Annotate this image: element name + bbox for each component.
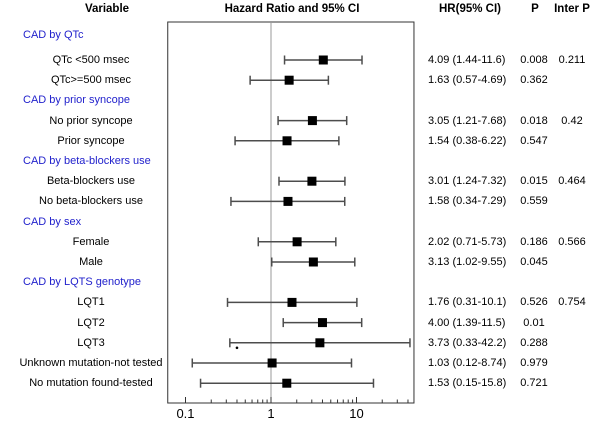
item-row-label: Prior syncope bbox=[57, 134, 125, 147]
p-value: 0.015 bbox=[520, 175, 548, 188]
item-row-label: LQT2 bbox=[77, 316, 105, 329]
hr-marker bbox=[267, 358, 277, 368]
hr-marker bbox=[307, 116, 317, 126]
p-value: 0.01 bbox=[523, 316, 545, 329]
hr-marker bbox=[282, 136, 292, 146]
inter-p-value: 0.464 bbox=[558, 175, 586, 188]
hr-ci-value: 1.53 (0.15-15.8) bbox=[428, 377, 507, 390]
hr-ci-value: 1.63 (0.57-4.69) bbox=[428, 74, 507, 87]
item-row-label: Male bbox=[79, 256, 103, 268]
category-row-label: CAD by sex bbox=[23, 215, 82, 228]
hr-ci-value: 3.13 (1.02-9.55) bbox=[428, 256, 507, 268]
p-value: 0.547 bbox=[520, 134, 548, 147]
hr-ci-value: 2.02 (0.71-5.73) bbox=[428, 235, 507, 248]
category-row-label: CAD by prior syncope bbox=[23, 94, 130, 107]
hr-ci-value: 4.00 (1.39-11.5) bbox=[428, 316, 506, 329]
item-row-label: QTc <500 msec bbox=[52, 54, 130, 66]
hr-column-header: HR(95% CI) bbox=[439, 3, 501, 15]
p-value: 0.045 bbox=[520, 256, 548, 268]
category-row-label: CAD by beta-blockers use bbox=[23, 155, 151, 167]
item-row-label: No prior syncope bbox=[49, 114, 133, 127]
p-value: 0.526 bbox=[520, 296, 548, 309]
hr-marker bbox=[284, 75, 294, 85]
item-row-label: LQT3 bbox=[77, 336, 105, 349]
p-value: 0.186 bbox=[520, 235, 548, 248]
hr-marker bbox=[283, 196, 293, 206]
p-value: 0.721 bbox=[520, 377, 548, 390]
item-row-label: LQT1 bbox=[77, 296, 105, 309]
x-tick-label: 0.1 bbox=[176, 406, 195, 421]
p-column-header: P bbox=[531, 3, 539, 15]
hr-ci-value: 1.58 (0.34-7.29) bbox=[428, 195, 507, 208]
category-row-label: CAD by QTc bbox=[23, 29, 84, 41]
hr-ci-value: 3.05 (1.21-7.68) bbox=[428, 114, 507, 127]
p-value: 0.008 bbox=[520, 54, 548, 66]
hr-ci-value: 1.54 (0.38-6.22) bbox=[428, 134, 507, 147]
plot-column-header: Hazard Ratio and 95% CI bbox=[224, 3, 360, 15]
item-row-label: Beta-blockers use bbox=[46, 175, 136, 188]
inter-p-value: 0.42 bbox=[561, 114, 583, 127]
plot-frame bbox=[167, 21, 415, 404]
hr-marker bbox=[307, 176, 317, 186]
category-row-label: CAD by LQTS genotype bbox=[23, 276, 142, 289]
p-value: 0.288 bbox=[520, 336, 548, 349]
item-row-label: Female bbox=[72, 235, 110, 248]
p-value: 0.979 bbox=[520, 357, 548, 369]
inter-p-value: 0.754 bbox=[558, 296, 586, 309]
p-value: 0.018 bbox=[520, 114, 548, 127]
hr-ci-value: 1.03 (0.12-8.74) bbox=[428, 357, 507, 369]
stray-dot bbox=[235, 346, 239, 350]
item-row-label: Unknown mutation-not tested bbox=[19, 357, 163, 369]
x-tick-label: 1 bbox=[267, 406, 275, 421]
item-row-label: QTc>=500 msec bbox=[50, 74, 132, 87]
hr-marker bbox=[317, 318, 327, 328]
item-row-label: No beta-blockers use bbox=[39, 195, 143, 208]
hr-ci-value: 3.01 (1.24-7.32) bbox=[428, 175, 507, 188]
inter-p-value: 0.566 bbox=[558, 235, 586, 248]
x-tick-label: 10 bbox=[349, 406, 364, 421]
p-value: 0.559 bbox=[520, 195, 548, 208]
inter-p-column-header: Inter P bbox=[554, 3, 590, 15]
inter-p-value: 0.211 bbox=[558, 54, 586, 66]
hr-marker bbox=[292, 237, 302, 247]
hr-marker bbox=[315, 338, 325, 348]
hr-ci-value: 1.76 (0.31-10.1) bbox=[428, 296, 507, 309]
hr-marker bbox=[287, 297, 297, 307]
hr-marker bbox=[282, 378, 292, 388]
p-value: 0.362 bbox=[520, 74, 548, 87]
hr-marker bbox=[308, 257, 318, 267]
hr-marker bbox=[318, 55, 328, 65]
item-row-label: No mutation found-tested bbox=[29, 377, 153, 390]
hr-ci-value: 3.73 (0.33-42.2) bbox=[428, 336, 507, 349]
variable-column-header: Variable bbox=[84, 3, 130, 15]
hr-ci-value: 4.09 (1.44-11.6) bbox=[428, 54, 506, 66]
